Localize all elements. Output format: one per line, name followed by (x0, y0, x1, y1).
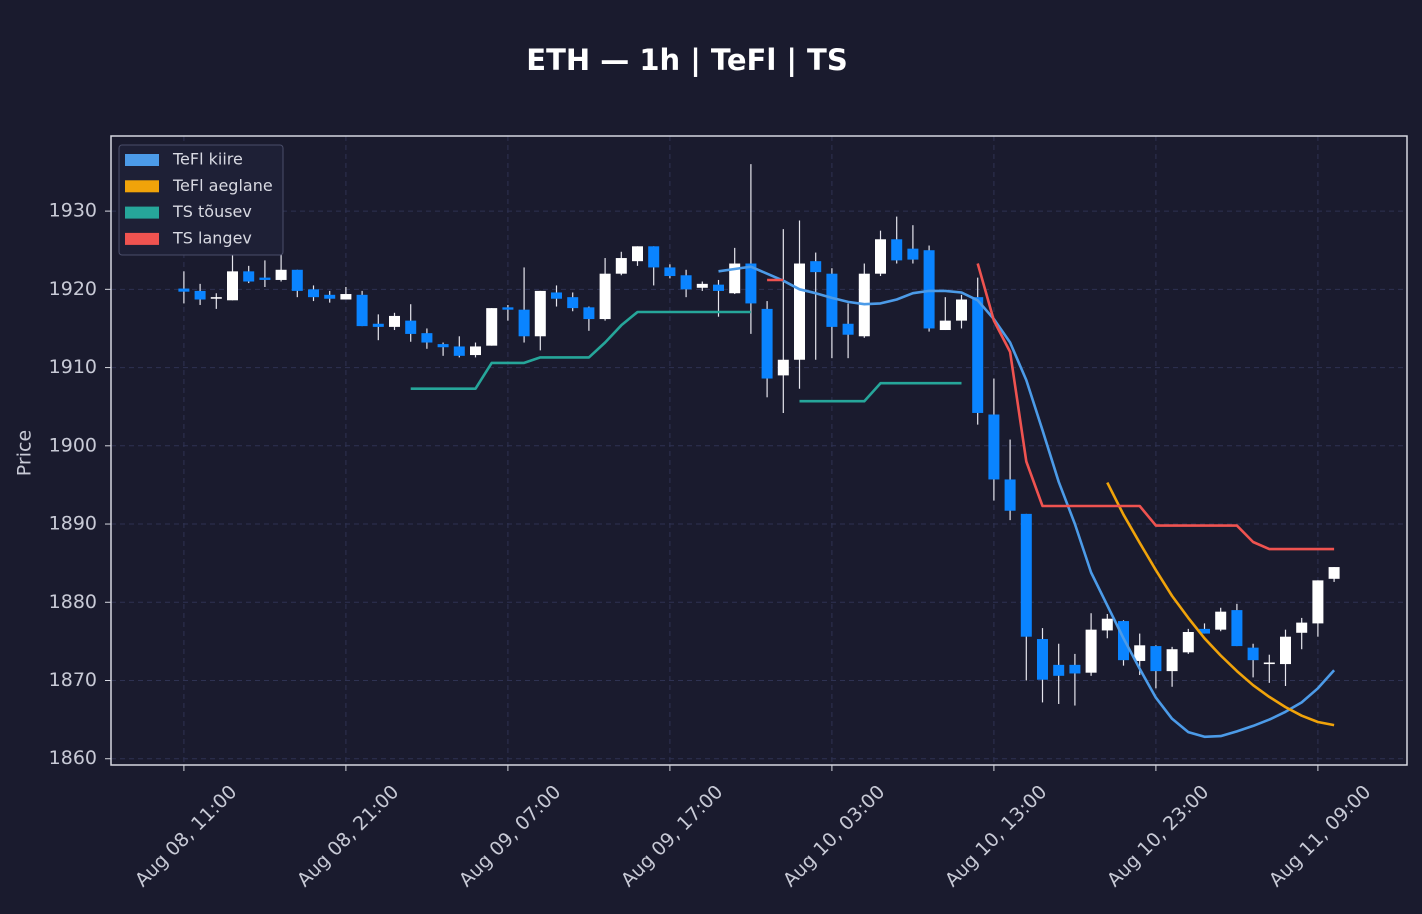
candle-body (372, 323, 384, 327)
candle-body (1199, 628, 1210, 634)
candle-body (1085, 629, 1097, 673)
candle-body (615, 258, 627, 274)
candle-body (1312, 580, 1324, 624)
candle-body (534, 290, 546, 337)
y-tick-label: 1880 (49, 591, 97, 613)
overlay-line (1106, 482, 1335, 727)
y-tick-label: 1920 (49, 278, 97, 300)
candle-body (826, 273, 838, 327)
candle-body (777, 359, 789, 376)
candle-body (421, 333, 433, 343)
overlay-line (976, 263, 1335, 551)
candle-body (810, 261, 822, 273)
candle-body (178, 288, 190, 292)
candle-body (567, 297, 579, 309)
candle-body (1263, 662, 1275, 665)
candle-body (1053, 664, 1065, 676)
candle-body (1150, 646, 1162, 672)
candle-body (664, 267, 676, 277)
y-tick-label: 1900 (49, 434, 97, 456)
y-tick-label: 1870 (49, 669, 97, 691)
candle-body (1004, 479, 1016, 511)
candle-body (470, 346, 481, 356)
candle-body (227, 271, 238, 301)
candle-body (1231, 610, 1243, 647)
candle-body (502, 307, 514, 310)
legend-label: TeFl kiire (172, 150, 243, 169)
y-tick-label: 1860 (49, 747, 97, 769)
chart-title: ETH — 1h | TeFl | TS (526, 43, 847, 77)
candle-body (907, 248, 919, 260)
candle-body (648, 246, 660, 268)
candle-body (696, 283, 708, 288)
candle-body (405, 320, 417, 334)
candle-body (1182, 632, 1194, 653)
legend-label: TeFl aeglane (172, 176, 273, 195)
candle-body (1215, 611, 1227, 630)
candle-body (956, 299, 967, 321)
y-axis-label: Price (14, 430, 36, 476)
candle-body (875, 239, 886, 274)
candle-body (210, 297, 222, 299)
y-tick-label: 1910 (49, 356, 97, 378)
overlay-line (718, 265, 1336, 739)
y-tick-label: 1930 (49, 200, 97, 222)
candle-body (923, 250, 935, 329)
candle-body (1069, 664, 1081, 674)
candle-body (243, 271, 255, 282)
candle-body (1328, 567, 1340, 579)
candle-body (194, 290, 206, 300)
candle-body (324, 294, 336, 299)
candle-body (1020, 513, 1032, 637)
candle-body (1296, 622, 1308, 633)
candle-body (729, 263, 741, 294)
candle-body (551, 292, 562, 299)
candle-body (1166, 649, 1178, 672)
candle-body (583, 307, 595, 320)
candle-body (453, 346, 465, 356)
candle-body (389, 315, 400, 327)
candle-body (988, 414, 1000, 480)
candle-body (518, 309, 530, 337)
legend-swatch (125, 206, 159, 219)
plot-frame (110, 135, 1408, 766)
candle-body (1280, 636, 1291, 665)
y-tick-label: 1890 (49, 513, 97, 535)
candle-body (794, 263, 805, 360)
overlay-line (410, 310, 751, 390)
candle-body (340, 294, 352, 300)
candle-body (308, 289, 319, 298)
candle-body (275, 269, 287, 280)
legend-box (118, 144, 284, 256)
candle-body (437, 344, 449, 348)
legend: TeFl kiire TeFl aeglane TS tõusev TS langev (118, 144, 284, 256)
candle-body (1247, 647, 1259, 661)
candle-body (891, 239, 903, 261)
candle-body (291, 269, 303, 291)
candle-body (599, 273, 611, 320)
candle-body (259, 277, 271, 280)
candle-body (680, 275, 692, 290)
candle-body (761, 308, 773, 379)
candle-body (842, 323, 854, 335)
legend-label: TS tõusev (172, 202, 252, 221)
candle-body (1037, 639, 1048, 680)
candle-body (713, 284, 724, 291)
candle-body (356, 294, 368, 327)
legend-swatch (125, 232, 159, 245)
candle-body (486, 308, 498, 346)
legend-swatch (125, 154, 159, 166)
plot-marks (178, 164, 1340, 739)
candle-body (632, 246, 643, 262)
candle-body (939, 320, 951, 331)
candle-body (745, 263, 757, 304)
candle-body (1101, 618, 1113, 631)
overlay-line (799, 381, 962, 403)
candle-body (1134, 645, 1146, 661)
legend-label: TS langev (172, 228, 252, 247)
legend-swatch (125, 180, 159, 193)
candle-body (972, 297, 984, 413)
